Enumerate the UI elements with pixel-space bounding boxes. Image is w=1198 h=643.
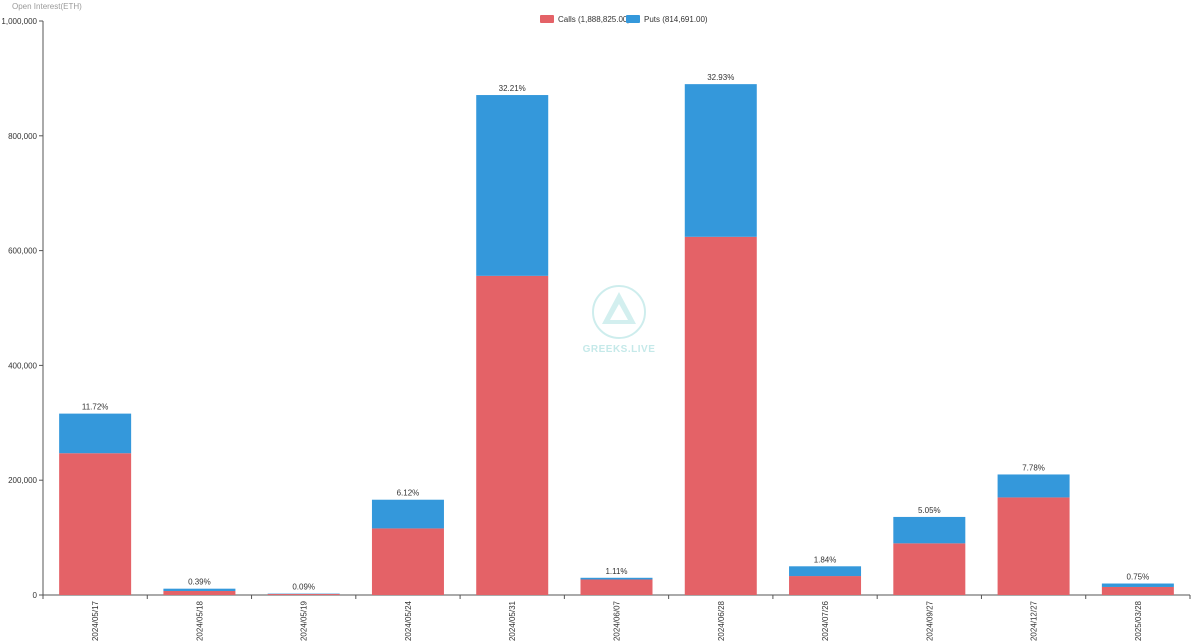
bar-puts[interactable]	[163, 588, 236, 591]
bar-calls[interactable]	[1101, 586, 1174, 595]
y-tick-label: 800,000	[8, 132, 37, 141]
bar-puts[interactable]	[371, 499, 444, 529]
bar-calls[interactable]	[893, 543, 966, 595]
x-tick-label: 2024/12/27	[1030, 600, 1039, 641]
bar-calls[interactable]	[684, 236, 757, 595]
bar-puts[interactable]	[59, 413, 132, 454]
x-tick-label: 2024/06/07	[613, 600, 622, 641]
bar-puts[interactable]	[684, 84, 757, 237]
y-tick-label: 200,000	[8, 476, 37, 485]
bar-percent-label: 0.39%	[188, 578, 211, 587]
x-tick-label: 2024/09/27	[925, 600, 934, 641]
bar-calls[interactable]	[789, 576, 862, 595]
bar-percent-label: 32.93%	[707, 73, 734, 82]
bar-calls[interactable]	[59, 453, 132, 595]
bar-calls[interactable]	[476, 275, 549, 595]
bar-puts[interactable]	[580, 577, 653, 580]
watermark-triangle-icon	[602, 292, 636, 324]
legend: Calls (1,888,825.00) Puts (814,691.00)	[540, 15, 708, 24]
bar-calls[interactable]	[371, 528, 444, 595]
watermark: GREEKS.LIVE	[583, 285, 656, 355]
bar-puts[interactable]	[789, 566, 862, 577]
bar-calls[interactable]	[580, 579, 653, 595]
bar-percent-label: 32.21%	[499, 84, 526, 93]
bar-percent-label: 1.11%	[605, 567, 627, 576]
bar-percent-label: 5.05%	[918, 506, 941, 515]
bar-puts[interactable]	[1101, 583, 1174, 587]
legend-item-calls[interactable]: Calls (1,888,825.00)	[540, 15, 630, 24]
data-labels: 11.72% 0.39% 0.09% 6.12% 32.21% 1.11% 32.93% 1.…	[82, 73, 1149, 591]
x-axis: 2024/05/17 2024/05/18 2024/05/19 2024/05/24…	[42, 594, 1191, 641]
bar-percent-label: 11.72%	[82, 403, 109, 412]
bar-puts[interactable]	[893, 516, 966, 544]
y-tick-label: 0	[33, 591, 38, 600]
bar-percent-label: 6.12%	[397, 489, 420, 498]
bars	[59, 84, 1174, 595]
bar-calls[interactable]	[267, 594, 340, 595]
legend-label-puts: Puts (814,691.00)	[644, 15, 708, 24]
bar-calls[interactable]	[163, 590, 236, 595]
bar-percent-label: 7.78%	[1022, 463, 1045, 472]
legend-item-puts[interactable]: Puts (814,691.00)	[626, 15, 708, 24]
y-axis: 0 200,000 400,000 600,000 800,000 1,000,000	[1, 17, 44, 600]
x-tick-label: 2024/05/19	[300, 600, 309, 641]
x-tick-label: 2024/05/31	[508, 600, 517, 641]
y-tick-label: 400,000	[8, 361, 37, 370]
watermark-text: GREEKS.LIVE	[583, 344, 656, 355]
x-tick-label: 2024/05/18	[195, 600, 204, 641]
x-tick-label: 2024/05/24	[404, 600, 413, 641]
y-axis-title: Open Interest(ETH)	[12, 2, 82, 11]
x-tick-label: 2024/06/28	[717, 600, 726, 641]
bar-percent-label: 0.75%	[1127, 573, 1150, 582]
bar-puts[interactable]	[997, 474, 1070, 498]
x-tick-label: 2024/05/17	[91, 600, 100, 641]
legend-label-calls: Calls (1,888,825.00)	[558, 15, 630, 24]
legend-swatch-calls	[540, 15, 554, 23]
watermark-logo-icon	[592, 285, 646, 339]
y-tick-label: 600,000	[8, 247, 37, 256]
bar-calls[interactable]	[997, 497, 1070, 595]
bar-percent-label: 1.84%	[814, 555, 837, 564]
legend-swatch-puts	[626, 15, 640, 23]
y-tick-label: 1,000,000	[1, 17, 37, 26]
x-tick-label: 2025/03/28	[1134, 600, 1143, 641]
bar-percent-label: 0.09%	[292, 583, 315, 592]
x-tick-label: 2024/07/26	[821, 600, 830, 641]
bar-puts[interactable]	[476, 95, 549, 276]
